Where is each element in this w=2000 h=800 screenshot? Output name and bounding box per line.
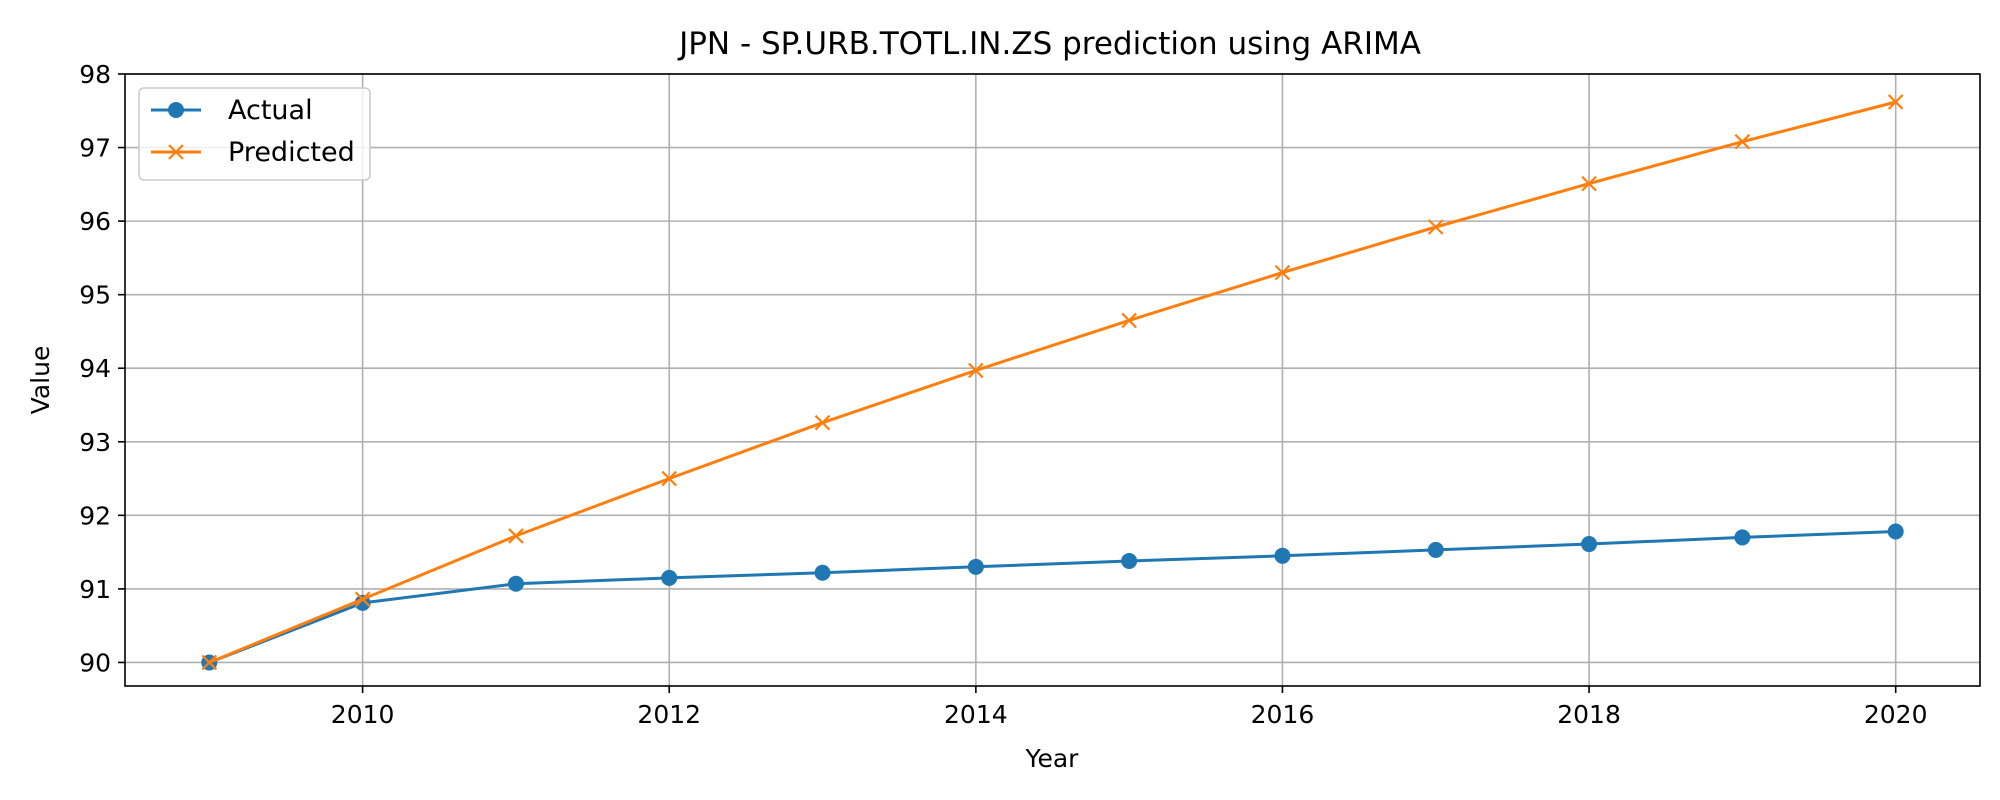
- data-point-actual: [1581, 536, 1598, 553]
- data-point-predicted: [1734, 133, 1751, 150]
- legend-marker-symbol-stroke: [168, 144, 184, 160]
- data-point-predicted: [968, 362, 984, 379]
- data-point-predicted-stroke: [968, 362, 984, 379]
- x-tick-label: 2010: [331, 700, 395, 729]
- plot-frame: [124, 73, 1981, 687]
- series-layer: [201, 94, 1904, 671]
- data-point-predicted: [1427, 219, 1444, 235]
- legend-marker-symbol: [168, 144, 184, 160]
- data-point-predicted: [1121, 312, 1137, 329]
- data-point-predicted: [1581, 175, 1597, 192]
- x-tick-label: 2014: [944, 700, 1008, 729]
- y-tick-label: 98: [79, 60, 111, 89]
- legend-label-predicted: Predicted: [228, 137, 355, 168]
- grid: [125, 73, 1980, 686]
- data-point-predicted-stroke: [1427, 219, 1444, 235]
- data-point-predicted-stroke: [354, 591, 371, 607]
- data-point-predicted: [508, 528, 524, 544]
- data-point-predicted-stroke: [508, 528, 524, 544]
- data-point-actual: [1887, 523, 1904, 540]
- data-point-actual: [1734, 529, 1751, 546]
- data-point-actual: [1427, 541, 1444, 558]
- series-actual: [201, 523, 1904, 671]
- legend-marker-actual: [168, 102, 184, 118]
- data-point-predicted-stroke: [661, 470, 678, 487]
- series-line-predicted: [208, 100, 1897, 664]
- y-tick-label: 92: [79, 501, 111, 530]
- data-point-actual: [507, 575, 524, 592]
- data-point-predicted: [814, 414, 831, 431]
- data-point-predicted: [1274, 264, 1291, 281]
- y-tick-label: 95: [79, 281, 111, 310]
- data-point-actual: [661, 569, 678, 586]
- data-point-predicted: [201, 654, 218, 671]
- y-tick-label: 94: [79, 354, 111, 383]
- chart-title: JPN - SP.URB.TOTL.IN.ZS prediction using…: [677, 26, 1421, 62]
- series-line-actual: [208, 530, 1896, 664]
- y-tick-label: 90: [79, 648, 111, 677]
- data-point-predicted-stroke: [1581, 175, 1597, 192]
- data-point-actual: [967, 558, 984, 575]
- series-predicted: [201, 94, 1904, 671]
- legend-marker-symbol: [168, 102, 184, 118]
- x-tick-label: 2012: [637, 700, 701, 729]
- data-point-actual: [1121, 552, 1138, 569]
- x-tick-label: 2018: [1557, 700, 1621, 729]
- x-tick-label: 2016: [1251, 700, 1315, 729]
- data-point-predicted-stroke: [1734, 133, 1751, 150]
- data-point-predicted-stroke: [1121, 312, 1137, 329]
- data-point-predicted-stroke: [1887, 94, 1904, 110]
- x-axis-ticks: 2010 2012 2014 2016 2018 2020: [331, 686, 1928, 729]
- legend-marker-predicted: [168, 144, 184, 160]
- data-point-predicted: [354, 591, 371, 607]
- y-tick-label: 93: [79, 428, 111, 457]
- y-tick-label: 91: [79, 575, 111, 604]
- data-point-predicted: [1887, 94, 1904, 110]
- x-tick-label: 2020: [1864, 700, 1928, 729]
- y-axis-label: Value: [26, 346, 55, 415]
- data-point-predicted-stroke: [1274, 264, 1291, 281]
- data-point-predicted: [661, 470, 678, 487]
- data-point-actual: [1274, 547, 1291, 564]
- y-tick-label: 97: [79, 134, 111, 163]
- legend: Actual Predicted: [138, 87, 371, 181]
- y-axis-ticks: 90 91 92 93 94 95 96 97 98: [79, 60, 125, 677]
- x-axis-label: Year: [1025, 744, 1080, 773]
- data-point-predicted-stroke: [201, 654, 218, 671]
- legend-label-actual: Actual: [228, 95, 313, 126]
- data-point-actual: [814, 564, 831, 581]
- data-point-predicted-stroke: [814, 414, 831, 431]
- y-tick-label: 96: [79, 207, 111, 236]
